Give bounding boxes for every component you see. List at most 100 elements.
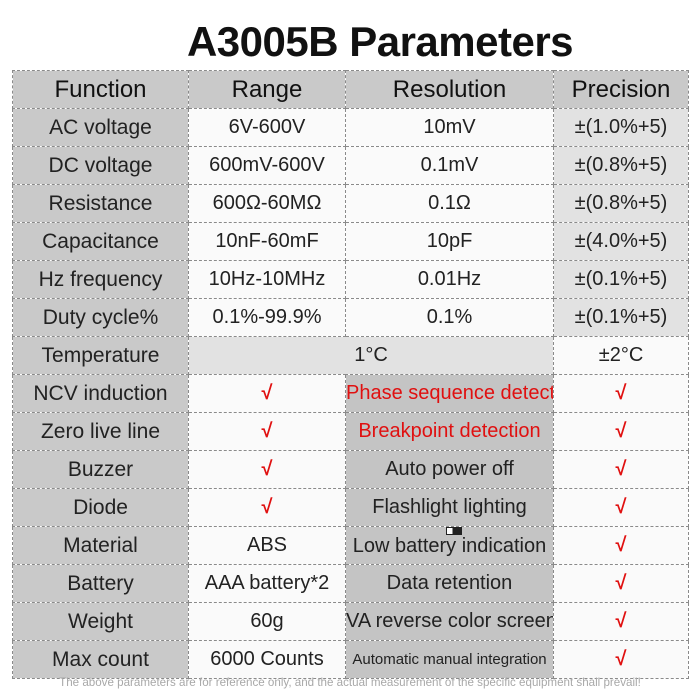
table-row: Resistance 600Ω-60MΩ 0.1Ω ±(0.8%+5): [12, 184, 689, 223]
cell-text: AAA battery*2: [204, 572, 330, 594]
battery-icon: [445, 527, 462, 535]
table-cell: ±2°C: [553, 336, 689, 375]
cell-text: 10pF: [426, 230, 473, 252]
table-cell: AC voltage: [12, 108, 189, 147]
cell-text: √: [615, 382, 627, 404]
cell-text: AC voltage: [49, 115, 152, 139]
cell-text: √: [261, 458, 273, 480]
table-cell: ±(0.1%+5): [553, 298, 689, 337]
table-cell: 6000 Counts: [188, 640, 346, 679]
header-cell: Range: [188, 70, 346, 109]
table-cell: AAA battery*2: [188, 564, 346, 603]
cell-text: ±(4.0%+5): [574, 230, 668, 252]
table-cell: Max count: [12, 640, 189, 679]
table-cell: ±(4.0%+5): [553, 222, 689, 261]
table-row: Duty cycle% 0.1%-99.9% 0.1% ±(0.1%+5): [12, 298, 689, 337]
table-cell: Automatic manual integration: [345, 640, 554, 679]
table-cell: 60g: [188, 602, 346, 641]
table-cell: √: [188, 412, 346, 451]
title: A3005B Parameters: [186, 18, 574, 65]
table-cell: VA reverse color screen: [345, 602, 554, 641]
footer-note: The above parameters are for reference o…: [59, 676, 641, 689]
cell-text: ±(1.0%+5): [574, 116, 668, 138]
cell-text: Auto power off: [385, 458, 514, 480]
table-cell: √: [553, 602, 689, 641]
cell-text: ±(0.1%+5): [574, 268, 668, 290]
cell-text: 0.1%: [426, 306, 473, 328]
cell-text: 10nF-60mF: [215, 230, 319, 252]
table-cell: √: [553, 374, 689, 413]
cell-text: ±2°C: [598, 344, 644, 366]
table-cell: √: [553, 450, 689, 489]
cell-text: ±(0.8%+5): [574, 192, 668, 214]
table-cell: 1°C: [188, 336, 554, 375]
table-cell: √: [188, 374, 346, 413]
header-cell: Precision: [553, 70, 689, 109]
table-cell: Zero live line: [12, 412, 189, 451]
table-cell: 0.1%: [345, 298, 554, 337]
table-cell: Flashlight lighting: [345, 488, 554, 527]
cell-text: Hz frequency: [38, 267, 163, 291]
table-cell: Battery: [12, 564, 189, 603]
cell-text: ABS: [246, 534, 288, 556]
table-cell: ±(0.8%+5): [553, 184, 689, 223]
cell-text: Data retention: [386, 572, 513, 594]
header-cell: Function: [12, 70, 189, 109]
table-cell: √: [553, 526, 689, 565]
cell-text: 0.1mV: [420, 154, 479, 176]
table-cell: Resistance: [12, 184, 189, 223]
cell-text: √: [615, 458, 627, 480]
cell-text: Battery: [67, 571, 134, 595]
cell-text: Diode: [73, 495, 128, 519]
table-cell: 0.1Ω: [345, 184, 554, 223]
cell-text: 10mV: [423, 116, 476, 138]
cell-text: √: [615, 610, 627, 632]
table-cell: DC voltage: [12, 146, 189, 185]
cell-text: Material: [63, 533, 138, 557]
cell-text: VA reverse color screen: [346, 610, 554, 632]
cell-text: DC voltage: [48, 153, 153, 177]
cell-text: ±(0.1%+5): [574, 306, 668, 328]
table-row: Buzzer √ Auto power off √: [12, 450, 689, 489]
cell-text: 6000 Counts: [210, 648, 324, 670]
table-row: Zero live line √ Breakpoint detection √: [12, 412, 689, 451]
table-cell: 600mV-600V: [188, 146, 346, 185]
table-cell: Data retention: [345, 564, 554, 603]
table-cell: 0.01Hz: [345, 260, 554, 299]
table-cell: Material: [12, 526, 189, 565]
cell-text: Breakpoint detection: [358, 420, 541, 442]
cell-text: 60g: [250, 610, 284, 632]
table-cell: ±(1.0%+5): [553, 108, 689, 147]
cell-text: 600mV-600V: [209, 154, 325, 176]
cell-text: 0.01Hz: [417, 268, 482, 290]
cell-text: √: [615, 534, 627, 556]
table-cell: Capacitance: [12, 222, 189, 261]
cell-text: NCV induction: [33, 381, 168, 405]
table-cell: Weight: [12, 602, 189, 641]
table-cell: Breakpoint detection: [345, 412, 554, 451]
table-cell: ±(0.8%+5): [553, 146, 689, 185]
cell-text: √: [615, 572, 627, 594]
table-cell: √: [553, 564, 689, 603]
spec-table: Function Range Resolution Precision AC volta…: [12, 70, 689, 679]
table-cell: √: [188, 450, 346, 489]
table-cell: 6V-600V: [188, 108, 346, 147]
cell-text: 0.1%-99.9%: [212, 306, 322, 328]
table-cell: Phase sequence detection: [345, 374, 554, 413]
cell-text: 0.1Ω: [428, 192, 471, 214]
table-row: Max count 6000 Counts Automatic manual int…: [12, 640, 689, 679]
table-cell: 10Hz-10MHz: [188, 260, 346, 299]
header-cell: Resolution: [345, 70, 554, 109]
cell-text: Resistance: [48, 191, 153, 215]
cell-text: 10Hz-10MHz: [208, 268, 326, 290]
cell-text: 6V-600V: [228, 116, 306, 138]
cell-text: Duty cycle%: [42, 305, 159, 329]
table-cell: √: [553, 488, 689, 527]
table-row: Material ABS Low battery indication √: [12, 526, 689, 565]
cell-text: 600Ω-60MΩ: [212, 192, 322, 214]
table-cell: Duty cycle%: [12, 298, 189, 337]
table-cell: √: [553, 640, 689, 679]
cell-text: Zero live line: [40, 419, 161, 443]
cell-text: Automatic manual integration: [352, 650, 547, 668]
